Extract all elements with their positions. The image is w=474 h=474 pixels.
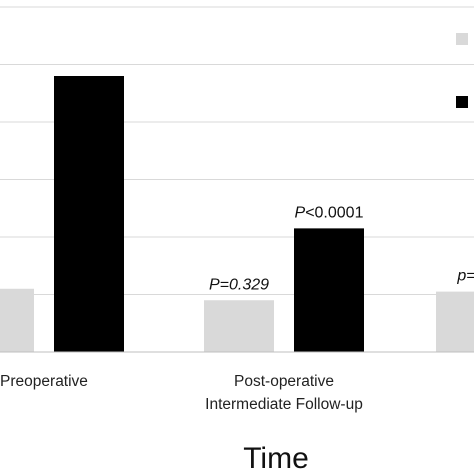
legend: [456, 33, 468, 108]
bar: [204, 300, 274, 352]
x-tick-label: Post-operative: [234, 373, 334, 390]
x-tick-label: Intermediate Follow-up: [205, 396, 363, 413]
x-tick-labels: Preoperative Post-operative Intermediate F…: [0, 373, 363, 413]
legend-swatch: [456, 96, 468, 108]
bar: [436, 291, 474, 352]
legend-swatch: [456, 33, 468, 45]
bar: [54, 76, 124, 352]
x-axis-title: Time: [243, 442, 309, 474]
p-value-label: P=0.329: [209, 276, 269, 293]
p-value-label: P<0.0001: [295, 204, 364, 221]
p-value-annotations: P=0.329 P<0.0001 p=1: [209, 204, 474, 293]
p-value-label: p=1: [456, 268, 474, 285]
bar: [0, 288, 34, 352]
bars: [0, 76, 474, 352]
bar: [294, 228, 364, 352]
x-tick-label: Preoperative: [0, 373, 88, 390]
